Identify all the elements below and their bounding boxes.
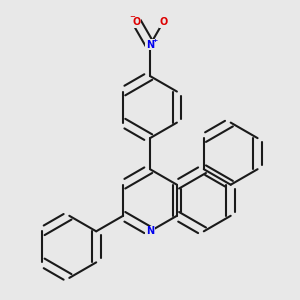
Text: N: N: [146, 40, 154, 50]
Text: +: +: [152, 38, 157, 43]
Text: O: O: [133, 17, 141, 27]
Text: O: O: [159, 17, 167, 27]
Text: N: N: [146, 226, 154, 236]
Text: −: −: [129, 14, 135, 20]
